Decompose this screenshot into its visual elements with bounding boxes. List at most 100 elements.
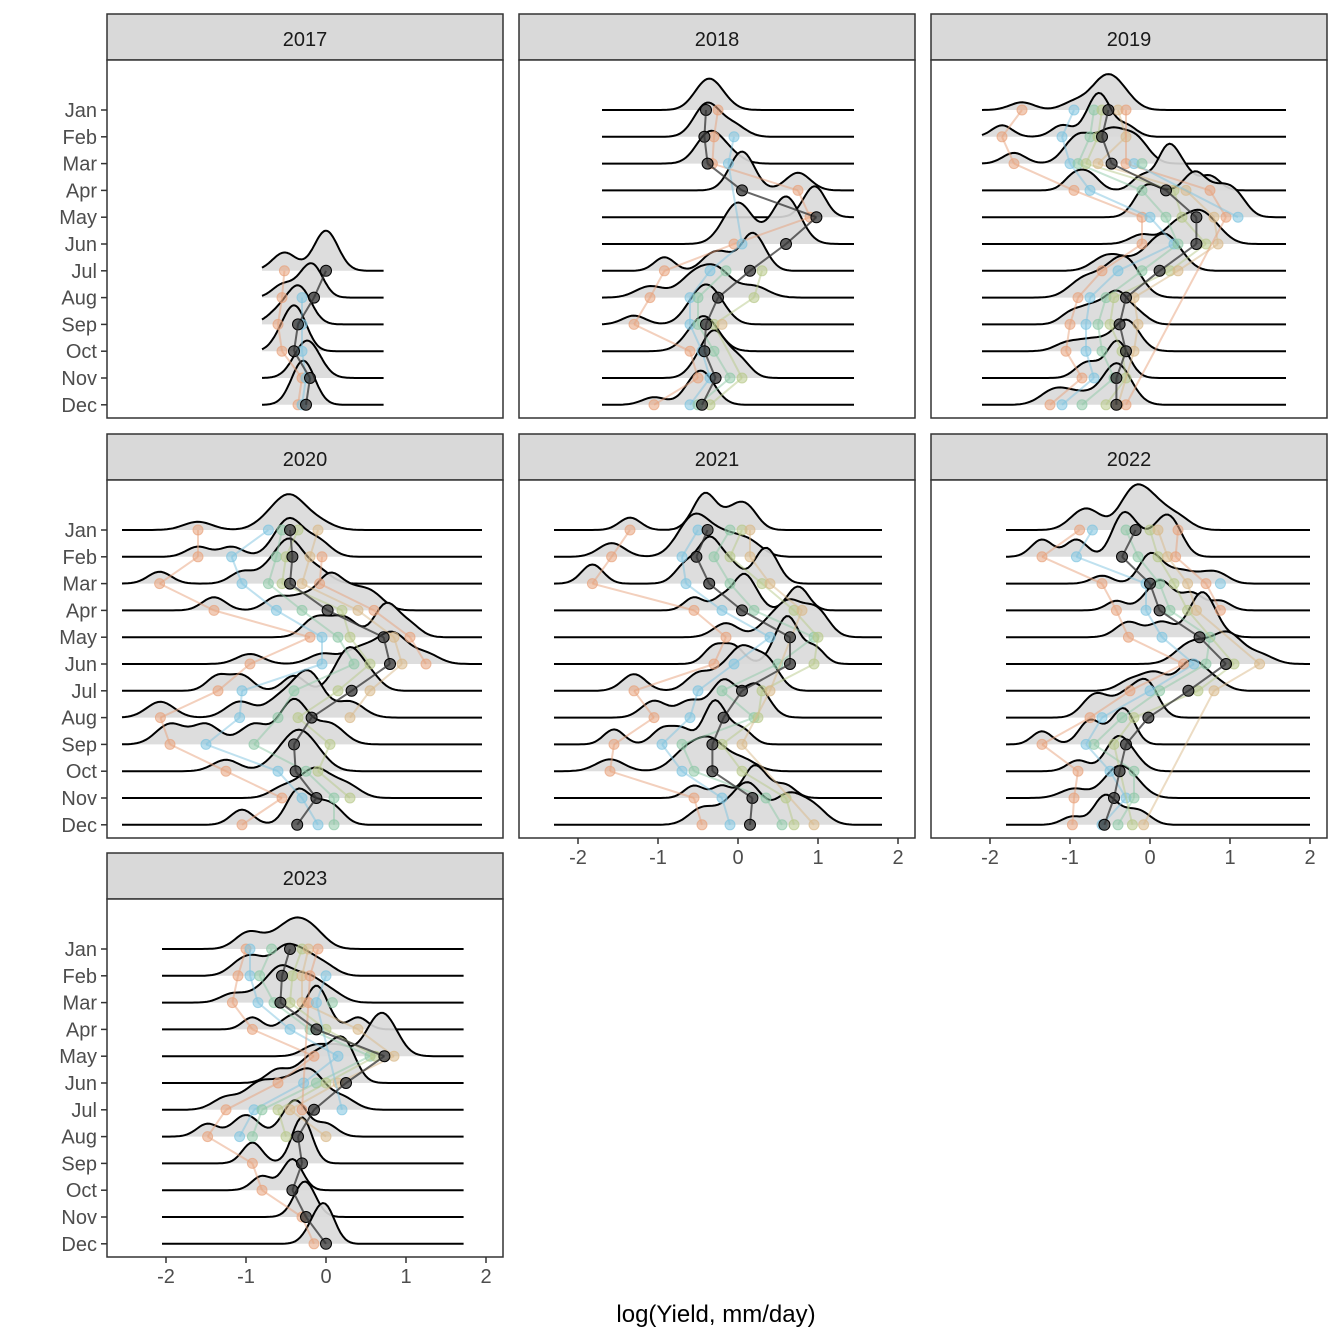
y-tick-label-jan: Jan (65, 939, 97, 961)
site-trajectory-segment (733, 636, 771, 665)
density-fill-dec (554, 782, 882, 825)
density-fill-jul (162, 1068, 464, 1110)
y-tick-label-mar: Mar (63, 993, 98, 1015)
site-trajectory-segment (1137, 556, 1161, 585)
y-tick-label-apr: Apr (66, 180, 97, 202)
median-trajectory-segment (1121, 556, 1151, 585)
median-trajectory-segment (1147, 689, 1189, 719)
site-point (1214, 604, 1226, 616)
density-ridge-nov (162, 1180, 464, 1218)
y-tick-label-may: May (59, 207, 97, 229)
site-trajectory-segment (1117, 243, 1175, 272)
density-fill-oct (122, 729, 482, 772)
x-tick-label: 1 (1224, 847, 1235, 869)
site-point (312, 819, 324, 831)
density-ridge-may (982, 170, 1286, 219)
site-trajectory-segment (319, 582, 375, 612)
density-fill-nov (554, 765, 882, 798)
density-fill-jun (1006, 631, 1310, 664)
site-point (308, 1238, 320, 1250)
median-point-dec (300, 398, 312, 411)
y-tick-label-mar: Mar (63, 154, 98, 176)
density-fill-aug (602, 264, 854, 298)
median-trajectory-segment (311, 689, 353, 719)
y-tick-label-dec: Dec (61, 395, 97, 417)
site-trajectory-segment (1076, 555, 1147, 585)
facet-strip-label: 2021 (695, 449, 740, 471)
site-trajectory-segment (1121, 689, 1161, 719)
density-ridge-sep (1006, 706, 1310, 746)
density-fill-feb (162, 943, 464, 976)
density-fill-jan (162, 917, 464, 949)
site-trajectory-segment (689, 270, 711, 299)
median-trajectory-segment (785, 216, 818, 245)
y-tick-label-sep: Sep (61, 734, 97, 756)
y-tick-label-sep: Sep (61, 314, 97, 336)
site-trajectory-segment (1113, 744, 1134, 826)
site-trajectory-segment (661, 743, 683, 772)
site-trajectory-segment (592, 582, 695, 612)
site-trajectory-segment (1093, 743, 1135, 773)
site-trajectory-segment (1117, 350, 1135, 406)
site-trajectory-segment (1127, 636, 1185, 665)
site-trajectory-segment (729, 582, 755, 612)
density-ridge-jun (602, 195, 854, 245)
median-point-dec (696, 398, 708, 411)
site-trajectory-segment (661, 716, 691, 746)
site-trajectory-segment (681, 770, 723, 799)
site-trajectory-segment (1133, 269, 1179, 299)
density-ridge-feb (554, 512, 882, 558)
density-ridge-nov (602, 329, 854, 379)
site-trajectory-segment (1186, 609, 1235, 665)
density-ridge-oct (162, 1157, 464, 1192)
density-ridge-jun (1006, 630, 1310, 665)
density-ridge-jul (1006, 658, 1310, 692)
site-point (1066, 819, 1078, 831)
site-point (788, 819, 800, 831)
density-ridge-nov (554, 764, 882, 799)
y-tick-label-jan: Jan (65, 520, 97, 542)
site-trajectory-segment (1089, 189, 1151, 219)
density-ridge-apr (602, 150, 854, 192)
median-trajectory-segment (741, 609, 791, 639)
density-ridge-jan (162, 916, 464, 950)
facet-strip-label: 2018 (695, 29, 740, 51)
x-tick-label: 0 (320, 1266, 331, 1288)
x-tick-label: 2 (1304, 847, 1315, 869)
density-fill-aug (122, 670, 482, 718)
site-trajectory-segment (1069, 163, 1091, 191)
site-trajectory-segment (357, 609, 395, 639)
density-ridge-apr (554, 572, 882, 612)
site-point (1138, 819, 1150, 831)
site-point (236, 819, 248, 831)
density-fill-aug (554, 679, 882, 718)
site-trajectory-segment (241, 663, 323, 692)
facet-2019: 2019 (930, 13, 1328, 419)
density-fill-jul (602, 232, 854, 271)
facet-2022: 2022 -2 -1 0 1 2 (930, 433, 1328, 869)
site-trajectory-segment (349, 690, 371, 719)
density-fill-jan (122, 494, 482, 530)
site-trajectory-segment (1141, 189, 1167, 218)
site-trajectory-segment (289, 1028, 339, 1058)
density-fill-may (122, 602, 482, 638)
density-ridge-sep (162, 1116, 464, 1165)
median-trajectory-segment (741, 663, 791, 692)
density-ridge-sep (122, 697, 482, 746)
density-fill-feb (554, 513, 882, 557)
y-tick-label-jul: Jul (71, 681, 97, 703)
site-trajectory-segment (721, 663, 779, 692)
site-trajectory-segment (633, 323, 691, 353)
site-trajectory-segment (741, 770, 787, 799)
site-trajectory-segment (1125, 216, 1227, 406)
facet-strip (106, 13, 504, 61)
facet-2021: 2021 -2 -1 0 1 2 (518, 433, 916, 869)
site-trajectory-segment (275, 609, 323, 639)
site-trajectory-segment (213, 609, 311, 639)
site-point (328, 819, 340, 831)
site-trajectory-segment (609, 770, 695, 799)
site-trajectory-segment (693, 609, 727, 638)
site-trajectory-segment (297, 716, 331, 746)
density-ridge-jul (982, 232, 1286, 272)
site-trajectory-segment (1161, 636, 1195, 665)
